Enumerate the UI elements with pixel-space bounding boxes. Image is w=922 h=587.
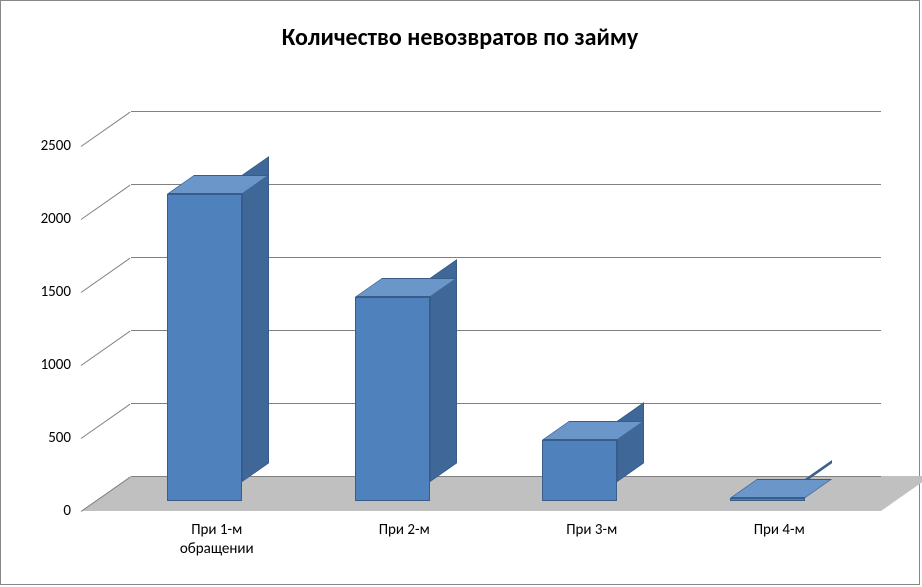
bar-front	[730, 498, 805, 501]
xtick-label: При 2-м	[334, 521, 474, 540]
xtick-label: При 1-мобращении	[147, 521, 287, 559]
gridline-connector	[81, 331, 131, 366]
gridline-connector	[81, 258, 131, 293]
bar	[730, 498, 805, 501]
bar	[167, 194, 242, 501]
gridline-connector	[81, 404, 131, 439]
gridline-connector	[81, 185, 131, 220]
ytick-label: 500	[11, 429, 71, 447]
gridline	[131, 111, 881, 112]
gridline-connector	[81, 112, 131, 147]
bar-front	[355, 297, 430, 501]
plot-area: 05001000150020002500При 1-мобращенииПри …	[81, 111, 881, 511]
bar-front	[167, 194, 242, 501]
ytick-label: 0	[11, 502, 71, 520]
ytick-label: 2500	[11, 137, 71, 155]
ytick-label: 2000	[11, 210, 71, 228]
bar-side	[242, 157, 269, 482]
ytick-label: 1500	[11, 283, 71, 301]
chart-container: Количество невозвратов по займу 05001000…	[0, 0, 920, 585]
bar-front	[542, 440, 617, 501]
chart-title: Количество невозвратов по займу	[1, 1, 919, 62]
xtick-label: При 3-м	[522, 521, 662, 540]
bar	[355, 297, 430, 501]
ytick-label: 1000	[11, 356, 71, 374]
bar	[542, 440, 617, 501]
xtick-label: При 4-м	[709, 521, 849, 540]
